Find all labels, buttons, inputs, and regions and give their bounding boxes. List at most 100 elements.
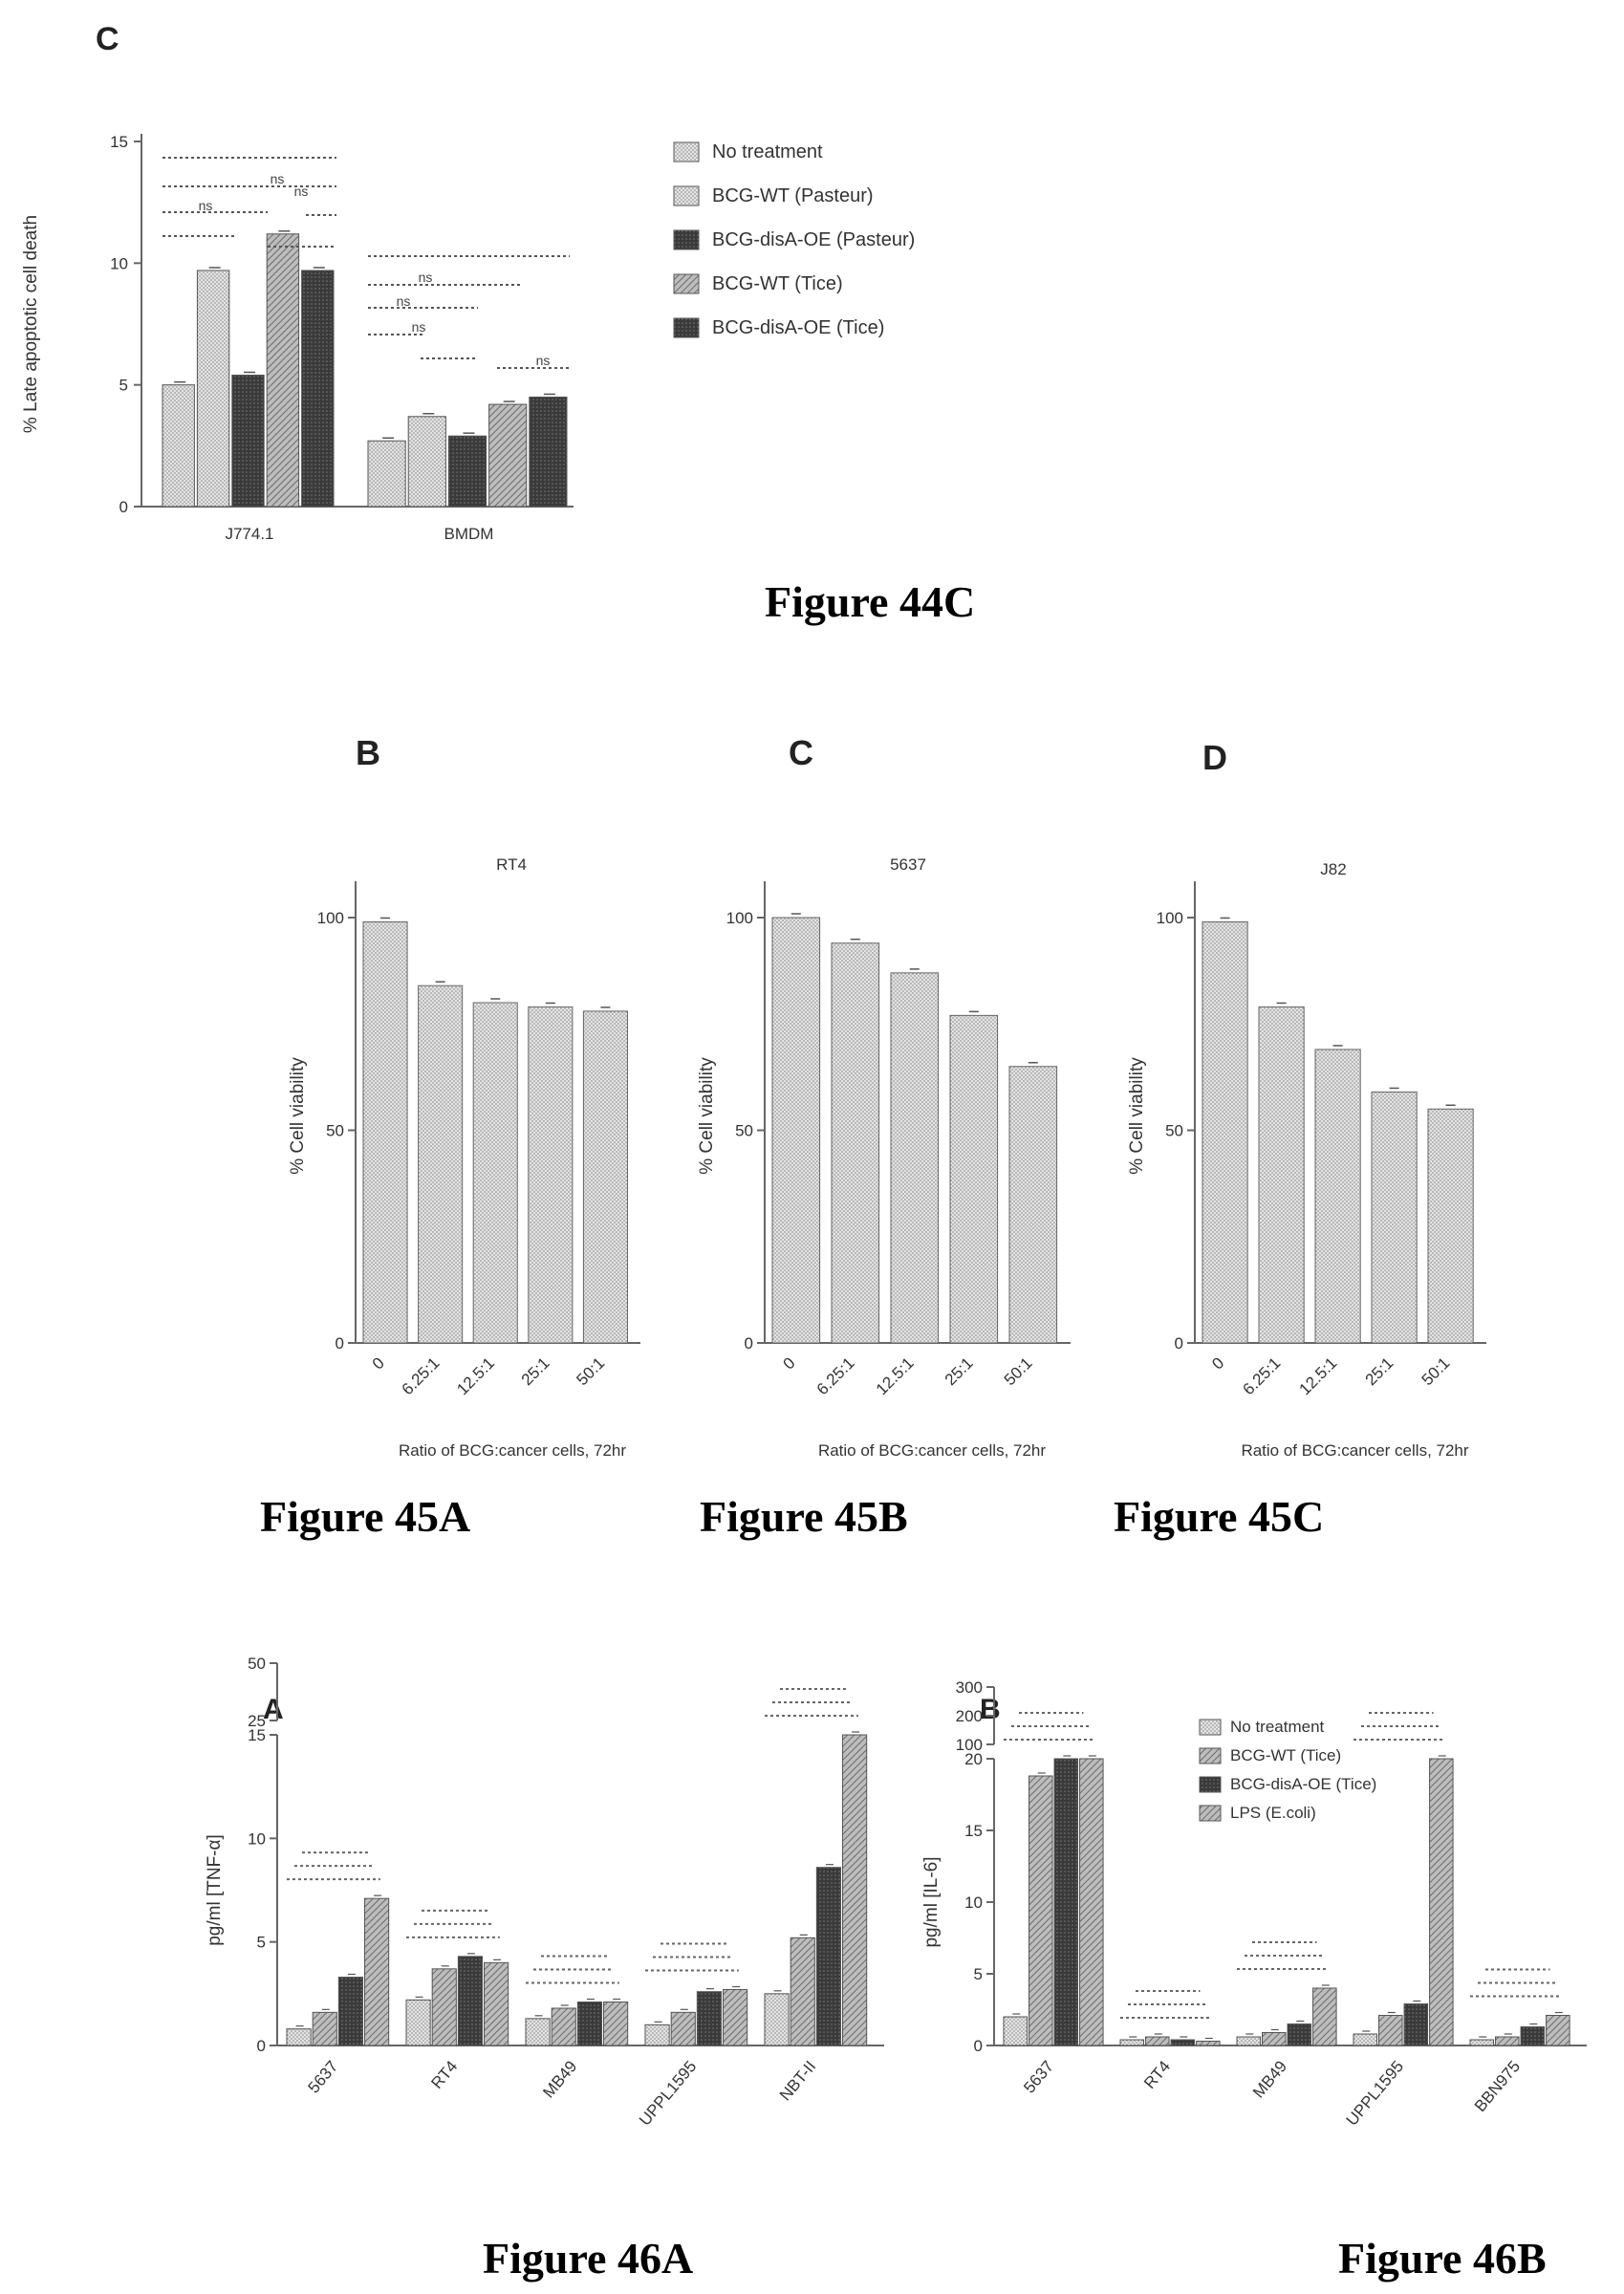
bar-fig46a bbox=[790, 1937, 815, 2046]
x-tick-label: 5637 bbox=[1020, 2057, 1057, 2096]
bar-fig46a bbox=[364, 1897, 390, 2046]
fig46b-y-tick-label: 200 bbox=[956, 1707, 983, 1725]
fig45a-y-tick-label: 0 bbox=[336, 1334, 344, 1353]
significance-label: ns bbox=[419, 270, 433, 285]
bar-fig46a bbox=[644, 2023, 670, 2046]
bar-fig46a bbox=[431, 1968, 457, 2046]
x-tick-label: J774.1 bbox=[225, 525, 273, 543]
legend-swatch bbox=[1199, 1776, 1222, 1793]
bar-fig45b bbox=[1008, 1066, 1058, 1344]
bar-fig44c bbox=[301, 270, 335, 508]
caption-fig44c: Figure 44C bbox=[765, 577, 975, 626]
fig46b-y-tick-label: 100 bbox=[956, 1736, 983, 1754]
legend-label: BCG-disA-OE (Pasteur) bbox=[712, 229, 915, 250]
significance-label: ns bbox=[397, 293, 411, 309]
legend-swatch bbox=[673, 185, 700, 206]
x-tick-label: 0 bbox=[1208, 1353, 1227, 1373]
significance-label: ns bbox=[412, 319, 426, 335]
x-tick-label: RT4 bbox=[1140, 2057, 1174, 2092]
panel-letter: B bbox=[356, 733, 380, 772]
fig44c-y-tick-label: 5 bbox=[119, 377, 128, 395]
x-tick-label: 0 bbox=[779, 1353, 798, 1373]
legend-label: BCG-WT (Tice) bbox=[1230, 1746, 1341, 1764]
bar-fig45a bbox=[472, 1002, 518, 1344]
fig44c-y-label: % Late apoptotic cell death bbox=[21, 215, 41, 433]
fig45c-y-tick-label: 0 bbox=[1175, 1334, 1183, 1353]
x-tick-label: NBT-II bbox=[776, 2057, 820, 2104]
bar-fig46b bbox=[1170, 2039, 1196, 2046]
chart-fig45b: C 5637 0 50 100 % Cell viability 0 6.25:1 12.5:1… bbox=[697, 733, 1071, 1460]
x-axis-label: Ratio of BCG:cancer cells, 72hr bbox=[1241, 1441, 1468, 1460]
fig45c-y-tick-label: 100 bbox=[1157, 909, 1183, 927]
fig45c-y-tick-label: 50 bbox=[1165, 1122, 1183, 1140]
fig44c-y-tick-label: 10 bbox=[110, 254, 128, 272]
significance-label: ns bbox=[271, 171, 285, 186]
x-tick-label: 50:1 bbox=[1418, 1353, 1454, 1389]
bar-fig46a bbox=[405, 1999, 431, 2046]
bar-fig46a bbox=[723, 1989, 748, 2046]
legend-label: BCG-WT (Pasteur) bbox=[712, 185, 874, 206]
x-tick-label: UPPL1595 bbox=[636, 2057, 700, 2129]
fig44c-y-tick-label: 0 bbox=[119, 498, 128, 516]
chart-title: J82 bbox=[1320, 860, 1346, 878]
legend-label: No treatment bbox=[1230, 1718, 1325, 1736]
legend-swatch bbox=[673, 141, 700, 162]
fig45b-y-tick-label: 50 bbox=[735, 1122, 753, 1140]
bar-fig46a bbox=[764, 1993, 790, 2046]
x-tick-label: 6.25:1 bbox=[813, 1353, 858, 1398]
bar-fig45a bbox=[528, 1006, 574, 1344]
bar-fig46b bbox=[1236, 2036, 1262, 2046]
fig46b-y-tick-label: 5 bbox=[974, 1965, 983, 1983]
panel-letter: C bbox=[96, 21, 119, 57]
panel-letter: A bbox=[263, 1694, 284, 1725]
bar-fig45b bbox=[831, 942, 880, 1344]
fig46b-y-label: pg/ml [IL-6] bbox=[921, 1856, 942, 1947]
legend-label: BCG-disA-OE (Tice) bbox=[1230, 1775, 1376, 1793]
bar-fig46a bbox=[525, 2018, 551, 2046]
x-tick-label: MB49 bbox=[1249, 2057, 1290, 2101]
bar-fig46a bbox=[815, 1867, 842, 2046]
fig45a-y-label: % Cell viability bbox=[288, 1057, 308, 1175]
bar-fig46b bbox=[1403, 2003, 1429, 2046]
x-tick-label: 12.5:1 bbox=[1296, 1353, 1341, 1398]
chart-fig45c: D J82 0 50 100 % Cell viability 0 6.25:1 12.5:1 2… bbox=[1127, 738, 1486, 1460]
fig45b-y-tick-label: 100 bbox=[726, 909, 753, 927]
bar-fig44c bbox=[407, 416, 446, 508]
bar-fig46b bbox=[1312, 1987, 1337, 2046]
x-tick-label: 25:1 bbox=[1362, 1353, 1397, 1389]
x-tick-label: BMDM bbox=[444, 525, 494, 543]
bar-fig44c bbox=[231, 374, 265, 508]
x-tick-label: 12.5:1 bbox=[453, 1353, 498, 1398]
bar-fig45a bbox=[362, 920, 408, 1344]
legend-label: LPS (E.coli) bbox=[1230, 1804, 1316, 1822]
x-axis-label: Ratio of BCG:cancer cells, 72hr bbox=[399, 1441, 626, 1460]
x-tick-label: 0 bbox=[369, 1353, 388, 1373]
x-tick-label: UPPL1595 bbox=[1343, 2057, 1407, 2129]
chart-title: RT4 bbox=[496, 855, 527, 874]
legend-swatch bbox=[1199, 1805, 1222, 1822]
significance-label: ns bbox=[536, 353, 551, 368]
bar-fig46a bbox=[551, 2007, 576, 2046]
bar-fig46a bbox=[457, 1956, 484, 2046]
fig46b-y-tick-label: 15 bbox=[964, 1822, 983, 1840]
x-tick-label: 5637 bbox=[305, 2057, 342, 2096]
bar-fig45b bbox=[949, 1014, 999, 1344]
bar-fig44c bbox=[529, 396, 568, 508]
legend-swatch bbox=[673, 317, 700, 338]
bar-fig46a bbox=[286, 2028, 312, 2046]
bar-fig46b bbox=[1029, 1775, 1053, 2046]
fig46a-y-tick-label: 10 bbox=[248, 1829, 266, 1848]
x-tick-label: RT4 bbox=[427, 2057, 461, 2092]
chart-fig44c: C 0 5 10 15 % Late apoptotic cell death J774.1… bbox=[21, 21, 915, 543]
x-tick-label: 6.25:1 bbox=[399, 1353, 444, 1398]
bar-fig46a bbox=[337, 1977, 364, 2046]
legend-swatch bbox=[673, 229, 700, 250]
bar-fig46a bbox=[484, 1961, 509, 2046]
bar-fig46b bbox=[1262, 2032, 1287, 2046]
panel-letter: D bbox=[1202, 738, 1227, 777]
caption-fig45b: Figure 45B bbox=[700, 1492, 908, 1541]
fig46b-y-tick-label: 20 bbox=[964, 1750, 983, 1768]
bar-fig46a bbox=[670, 2011, 696, 2046]
